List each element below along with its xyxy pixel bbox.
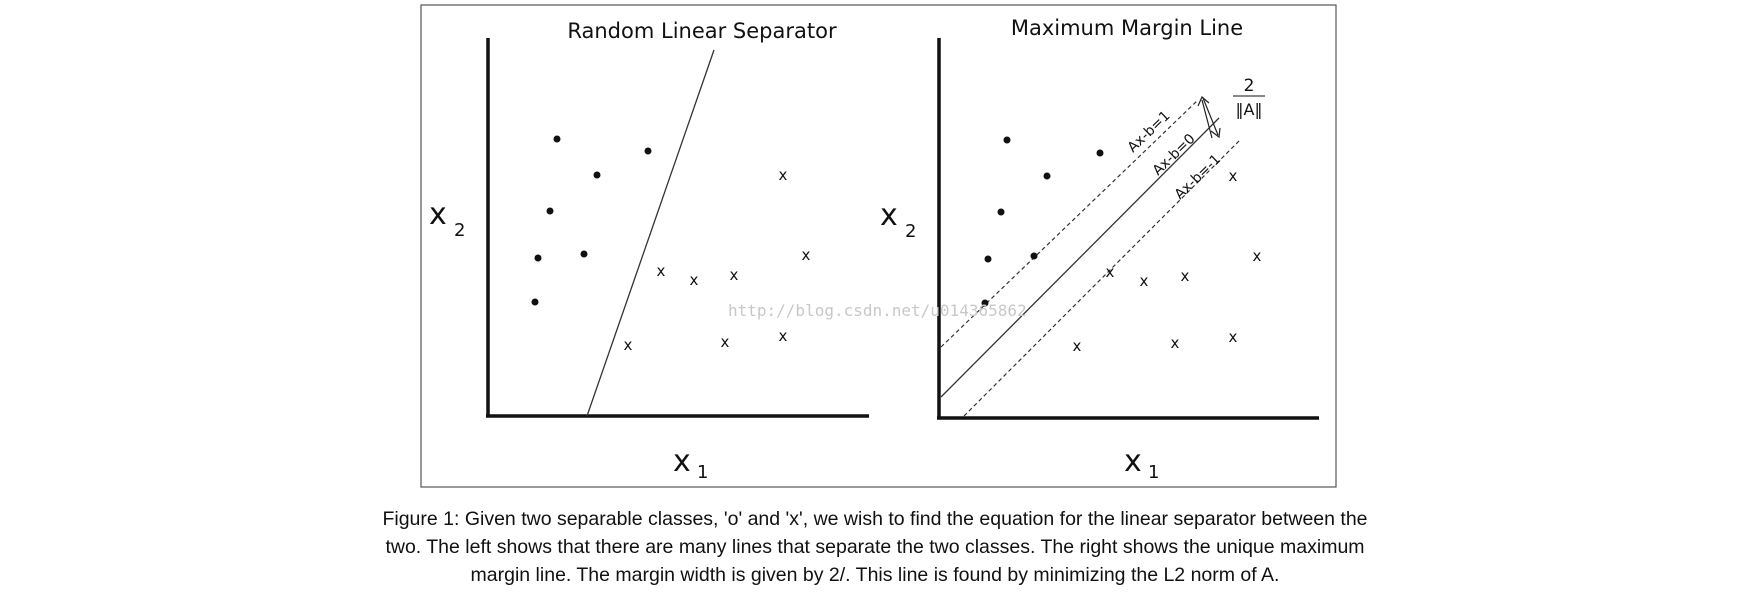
left-o-point [534, 254, 542, 262]
watermark: http://blog.csdn.net/u014365862 [728, 301, 1027, 320]
left-x-point: x [730, 266, 739, 284]
right-x-points: x x x x x x x x [1073, 167, 1262, 355]
left-x-point: x [802, 246, 811, 264]
left-o-point [593, 171, 601, 179]
left-panel: Random Linear Separator x 2 x 1 x x x x … [429, 19, 869, 483]
right-x-point: x [1073, 337, 1082, 355]
left-panel-title: Random Linear Separator [567, 19, 837, 43]
left-x-points: x x x x x x x x [624, 166, 811, 354]
left-x-axis-subscript: 1 [697, 462, 708, 483]
left-x-point: x [657, 262, 666, 280]
left-y-axis-subscript: 2 [454, 220, 465, 241]
lower-margin-line [963, 139, 1241, 417]
left-x-point: x [624, 336, 633, 354]
left-x-point: x [779, 166, 788, 184]
right-x-point: x [1229, 328, 1238, 346]
margin-arrowhead-bottom [1210, 127, 1221, 139]
left-o-point [580, 250, 588, 258]
left-o-point [546, 207, 554, 215]
right-x-point: x [1106, 263, 1115, 281]
right-panel-title: Maximum Margin Line [1011, 16, 1243, 40]
right-x-point: x [1171, 334, 1180, 352]
left-x-point: x [721, 333, 730, 351]
right-x-point: x [1140, 272, 1149, 290]
left-o-point [553, 135, 561, 143]
margin-width-arrow [1201, 99, 1213, 139]
margin-width-arrow-line [1202, 97, 1219, 136]
figure-caption: Figure 1: Given two separable classes, '… [250, 505, 1500, 589]
left-x-point: x [690, 271, 699, 289]
figure-panels: Random Linear Separator x 2 x 1 x x x x … [420, 4, 1337, 488]
left-o-point [644, 147, 652, 155]
left-y-axis-label: x [429, 197, 447, 232]
caption-line-1: Figure 1: Given two separable classes, '… [382, 508, 1368, 530]
right-o-point [997, 208, 1005, 216]
figure-frame [420, 4, 1337, 488]
right-x-axis-label: x [1124, 444, 1142, 479]
right-o-point [1030, 252, 1038, 260]
random-separator-line [586, 49, 715, 417]
left-o-point [531, 298, 539, 306]
right-x-point: x [1181, 267, 1190, 285]
left-x-axis-label: x [673, 444, 691, 479]
margin-arrowhead-top [1197, 96, 1210, 107]
right-o-point [981, 299, 989, 307]
margin-numerator: 2 [1244, 76, 1255, 96]
margin-denominator: ‖A‖ [1236, 100, 1263, 119]
right-x-axis-subscript: 1 [1148, 462, 1159, 483]
caption-line-3: margin line. The margin width is given b… [470, 564, 1280, 586]
right-y-axis-label: x [880, 198, 898, 233]
left-x-point: x [779, 327, 788, 345]
caption-line-2: two. The left shows that there are many … [385, 536, 1365, 558]
right-o-point [1043, 172, 1051, 180]
center-max-margin-line [940, 117, 1220, 398]
right-o-point [1003, 136, 1011, 144]
right-o-point [984, 255, 992, 263]
right-x-point: x [1253, 247, 1262, 265]
right-o-point [1096, 149, 1104, 157]
right-y-axis-subscript: 2 [905, 221, 916, 242]
right-x-point: x [1229, 167, 1238, 185]
